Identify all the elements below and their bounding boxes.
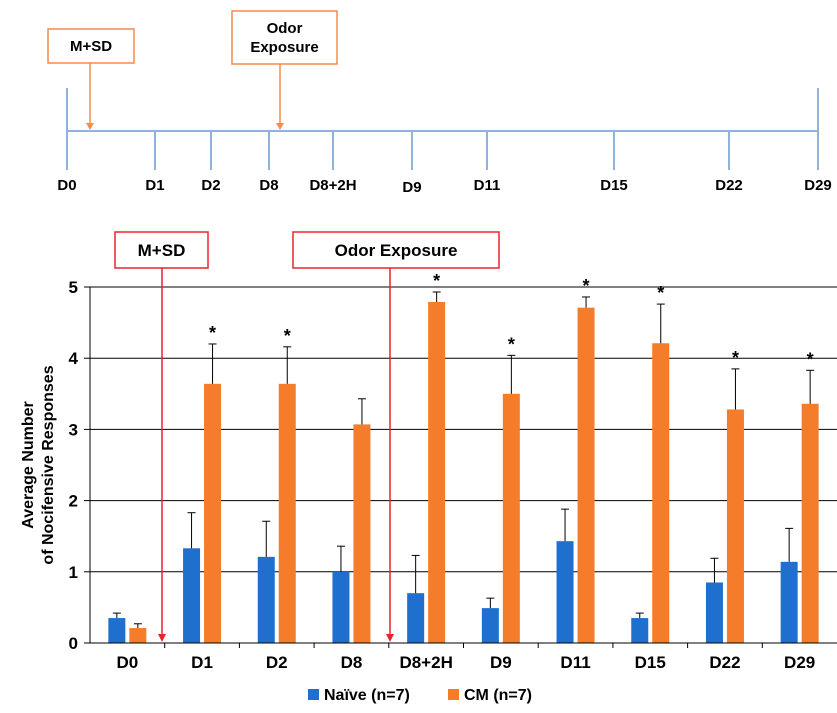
timeline-day-label: D22 <box>715 177 743 194</box>
timeline-day-label: D11 <box>474 177 501 194</box>
timeline-day-label: D29 <box>804 177 832 194</box>
timeline-day-label: D9 <box>402 179 421 196</box>
x-tick-label: D2 <box>266 653 288 672</box>
y-tick-label: 1 <box>69 563 78 582</box>
y-axis: 0 1 2 3 4 5 <box>69 278 90 653</box>
significance-marker: * <box>657 283 664 303</box>
significance-marker: * <box>807 349 814 369</box>
y-axis-label-line: of Nocifensive Responses <box>40 365 57 564</box>
significance-marker: * <box>508 334 515 354</box>
significance-marker: * <box>583 276 590 296</box>
bar-cm <box>652 343 669 643</box>
annotation-label: Odor Exposure <box>335 241 458 260</box>
timeline-event-label: M+SD <box>70 38 112 55</box>
timeline-event-arrowhead <box>86 123 94 130</box>
bar-naive <box>108 618 125 643</box>
legend-swatch <box>448 689 459 700</box>
timeline: D0 D1 D2 D8 D8+2H D9 D11 D15 D22 D29 M+SD Odor Expos… <box>48 11 832 196</box>
significance-marker: * <box>433 271 440 291</box>
bar-naive <box>258 557 275 643</box>
bar-naive <box>332 572 349 643</box>
bar-naive <box>557 541 574 643</box>
y-axis-label-line: Average Number <box>20 401 37 528</box>
timeline-event-box <box>232 11 337 64</box>
bar-cm <box>204 384 221 643</box>
x-tick-label: D0 <box>116 653 138 672</box>
bar-cm <box>353 424 370 643</box>
y-axis-label: Average Number of Nocifensive Responses <box>20 365 57 564</box>
timeline-day-label: D8+2H <box>309 177 356 194</box>
timeline-day-label: D15 <box>600 177 628 194</box>
y-tick-label: 0 <box>69 634 78 653</box>
gridlines <box>90 287 837 648</box>
x-tick-label: D11 <box>560 653 590 672</box>
x-tick-label: D9 <box>490 653 512 672</box>
annotation-label: M+SD <box>138 241 186 260</box>
significance-marker: * <box>209 323 216 343</box>
x-tick-label: D8 <box>341 653 363 672</box>
legend-swatch <box>308 689 319 700</box>
bar-naive <box>631 618 648 643</box>
bars: * * * * * * * * <box>108 271 818 643</box>
bar-cm <box>129 628 146 643</box>
bar-cm <box>503 394 520 643</box>
bar-cm <box>428 302 445 643</box>
timeline-day-label: D0 <box>57 177 76 194</box>
bar-cm <box>279 384 296 643</box>
x-tick-label: D8+2H <box>399 653 452 672</box>
significance-marker: * <box>284 326 291 346</box>
legend-label: Naïve (n=7) <box>324 687 410 704</box>
timeline-day-label: D8 <box>259 177 278 194</box>
x-tick-label: D1 <box>191 653 213 672</box>
bar-naive <box>482 608 499 643</box>
x-tick-label: D29 <box>784 653 815 672</box>
bar-naive <box>706 582 723 643</box>
x-tick-label: D15 <box>635 653 666 672</box>
y-tick-label: 2 <box>69 492 78 511</box>
timeline-event-label: Odor <box>267 20 303 37</box>
y-tick-label: 4 <box>69 349 79 368</box>
annotation-arrowhead <box>386 634 394 642</box>
bar-chart: 0 1 2 3 4 5 * * * * * * * * D0 D1 D2 D8 D8+2H D9 D11 D15 D22… <box>20 232 837 672</box>
x-tick-label: D22 <box>709 653 740 672</box>
y-tick-label: 3 <box>69 420 78 439</box>
timeline-day-label: D2 <box>201 177 220 194</box>
annotation-arrowhead <box>158 634 166 642</box>
bar-cm <box>727 409 744 643</box>
significance-marker: * <box>732 348 739 368</box>
bar-naive <box>183 548 200 643</box>
bar-naive <box>781 562 798 643</box>
timeline-event-label: Exposure <box>250 39 318 56</box>
bar-cm <box>802 404 819 643</box>
y-tick-label: 5 <box>69 278 78 297</box>
timeline-event-arrowhead <box>276 123 284 130</box>
legend: Naïve (n=7) CM (n=7) <box>308 687 532 704</box>
bar-naive <box>407 593 424 643</box>
timeline-day-label: D1 <box>145 177 164 194</box>
legend-label: CM (n=7) <box>464 687 532 704</box>
bar-cm <box>578 308 595 643</box>
